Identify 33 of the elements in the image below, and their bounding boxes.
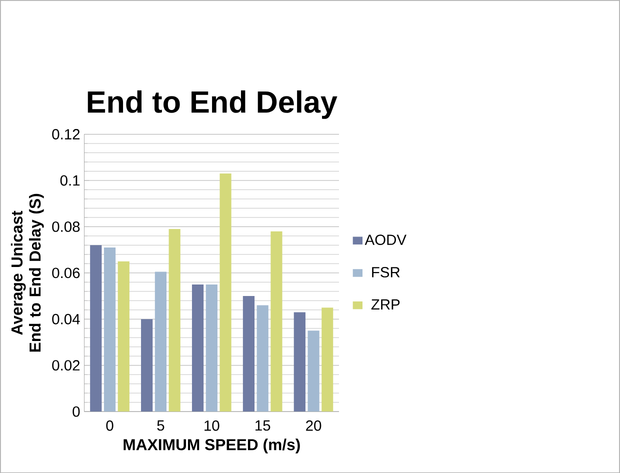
- x-tick-label: 5: [157, 420, 164, 431]
- y-tick-label: 0.06: [52, 268, 80, 278]
- x-tick-label: 10: [204, 420, 220, 431]
- bar: [90, 245, 102, 412]
- bar: [192, 284, 204, 412]
- x-tick-label: 0: [106, 420, 114, 431]
- legend-label: AODV: [364, 234, 406, 245]
- x-tick-label: 15: [256, 420, 270, 431]
- legend-label: FSR: [372, 266, 400, 278]
- y-tick-label: 0.04: [52, 314, 80, 324]
- y-tick-label: 0.02: [52, 360, 80, 370]
- bar: [118, 261, 130, 412]
- legend-label: ZRP: [371, 299, 400, 310]
- y-tick-label: 0: [72, 406, 80, 417]
- bar: [322, 307, 334, 412]
- chart-title: End to End Delay: [88, 90, 338, 119]
- bar: [256, 305, 268, 412]
- bar: [154, 272, 167, 412]
- bar: [270, 231, 282, 412]
- y-tick-label: 0.08: [52, 221, 80, 232]
- bar: [294, 312, 306, 412]
- y-tick-label: 0.1: [60, 175, 80, 186]
- bar: [104, 247, 116, 412]
- bar: [206, 284, 218, 412]
- y-tick-label: 0.12: [52, 128, 80, 140]
- bar: [141, 318, 153, 412]
- bar: [168, 228, 180, 412]
- x-axis-title: MAXIMUM SPEED (m/s): [124, 438, 300, 454]
- x-tick-label: 20: [306, 420, 322, 431]
- bar: [242, 296, 255, 412]
- y-axis-title: Average Unicast End to End Delay (S): [10, 194, 44, 352]
- bar: [308, 330, 320, 412]
- bar: [220, 173, 232, 412]
